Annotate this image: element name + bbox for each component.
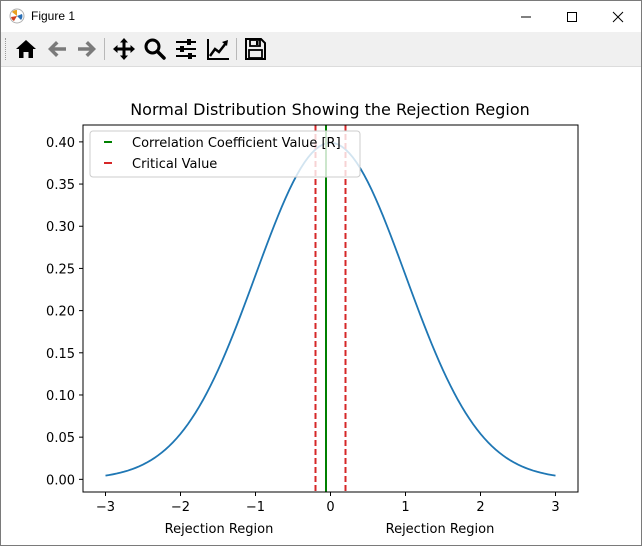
arrow-left-icon: [48, 41, 66, 57]
floppy-disk-icon: [245, 38, 266, 60]
x-tick-label: −2: [171, 500, 190, 515]
legend-box: [89, 130, 361, 178]
y-tick-label: 0.25: [46, 262, 75, 277]
x-tick-label: 2: [476, 500, 484, 515]
sliders-icon: [176, 39, 196, 59]
chart-title: Normal Distribution Showing the Rejectio…: [130, 100, 530, 119]
close-icon: [612, 11, 624, 23]
x-tick-label: −1: [246, 500, 265, 515]
close-button[interactable]: [595, 1, 641, 32]
zoom-button[interactable]: [142, 37, 168, 61]
configure-subplots-button[interactable]: [173, 37, 199, 61]
line-chart-icon: [207, 39, 229, 60]
normal-curve-line: [105, 141, 556, 477]
x-axis-label-left: Rejection Region: [165, 522, 274, 537]
toolbar-grip: [5, 38, 9, 60]
save-button[interactable]: [242, 37, 268, 61]
back-button[interactable]: [44, 37, 70, 61]
legend: Correlation Coefficient Value [R] Critic…: [89, 130, 361, 178]
y-tick-label: 0.00: [46, 473, 75, 488]
x-tick-label: 1: [401, 500, 409, 515]
figure-canvas: Normal Distribution Showing the Rejectio…: [1, 67, 641, 545]
navigation-toolbar: [1, 32, 641, 67]
legend-label-critical: Critical Value: [132, 157, 217, 172]
toolbar-separator: [104, 38, 105, 60]
y-tick-label: 0.20: [46, 305, 75, 320]
x-tick-label: 3: [551, 500, 559, 515]
home-button[interactable]: [13, 37, 39, 61]
home-icon: [16, 40, 36, 58]
forward-button[interactable]: [74, 37, 100, 61]
magnifier-icon: [144, 38, 166, 60]
axis-ticks: −3 −2 −1 0 1 2 3 0.00 0.05 0.10 0.15 0.20 0.25 0.30 0.…: [46, 136, 560, 515]
title-bar: Figure 1: [1, 1, 641, 32]
matplotlib-app-icon: [9, 8, 25, 24]
plot-area: [105, 125, 556, 492]
y-tick-label: 0.15: [46, 347, 75, 362]
y-tick-label: 0.05: [46, 431, 75, 446]
x-axis-label-right: Rejection Region: [386, 522, 495, 537]
x-tick-label: −3: [96, 500, 115, 515]
edit-axis-button[interactable]: [205, 37, 231, 61]
arrow-right-icon: [78, 41, 96, 57]
pan-button[interactable]: [111, 37, 137, 61]
chart: Normal Distribution Showing the Rejectio…: [46, 100, 579, 537]
y-tick-label: 0.10: [46, 389, 75, 404]
legend-label-correlation: Correlation Coefficient Value [R]: [132, 136, 341, 151]
maximize-button[interactable]: [549, 1, 595, 32]
maximize-icon: [567, 12, 577, 22]
window-title: Figure 1: [31, 9, 76, 23]
move-arrows-icon: [113, 38, 135, 60]
y-tick-label: 0.35: [46, 178, 75, 193]
minimize-button[interactable]: [503, 1, 549, 32]
x-tick-label: 0: [326, 500, 334, 515]
y-tick-label: 0.40: [46, 136, 75, 151]
axes-frame: [82, 124, 579, 493]
minimize-icon: [521, 16, 531, 18]
toolbar-separator: [236, 38, 237, 60]
y-tick-label: 0.30: [46, 220, 75, 235]
